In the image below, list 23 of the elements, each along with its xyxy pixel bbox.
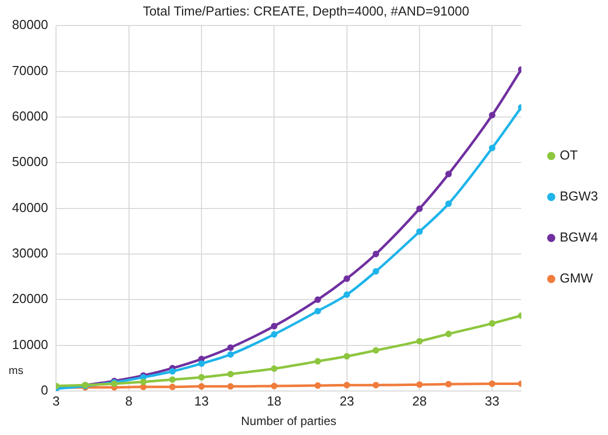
chart-title: Total Time/Parties: CREATE, Depth=4000, #AND=91000 xyxy=(142,3,470,18)
y-tick-label: 20000 xyxy=(12,291,48,306)
y-tick-label: 40000 xyxy=(12,200,48,215)
x-tick-label: 33 xyxy=(484,393,500,408)
x-tick-label: 8 xyxy=(125,393,132,408)
y-tick-label: 80000 xyxy=(12,17,48,32)
legend-label: BGW3 xyxy=(560,188,598,204)
y-tick-label: 70000 xyxy=(12,62,48,78)
x-tick-label: 28 xyxy=(412,393,427,408)
x-axis-title: Number of parties xyxy=(240,414,336,428)
y-axis-title: ms xyxy=(8,365,24,378)
legend-label: GMW xyxy=(560,270,594,286)
y-tick-label: 50000 xyxy=(12,154,48,170)
x-tick-label: 23 xyxy=(340,393,354,408)
legend-label: OT xyxy=(560,148,578,163)
y-tick-label: 10000 xyxy=(12,336,48,352)
y-tick-label: 60000 xyxy=(12,108,48,124)
legend-label: BGW4 xyxy=(560,230,598,245)
x-tick-label: 18 xyxy=(266,393,282,408)
x-tick-label: 13 xyxy=(194,393,209,408)
x-tick-label: 3 xyxy=(52,393,60,408)
y-tick-label: 30000 xyxy=(12,246,48,261)
y-tick-label: 0 xyxy=(40,382,48,398)
